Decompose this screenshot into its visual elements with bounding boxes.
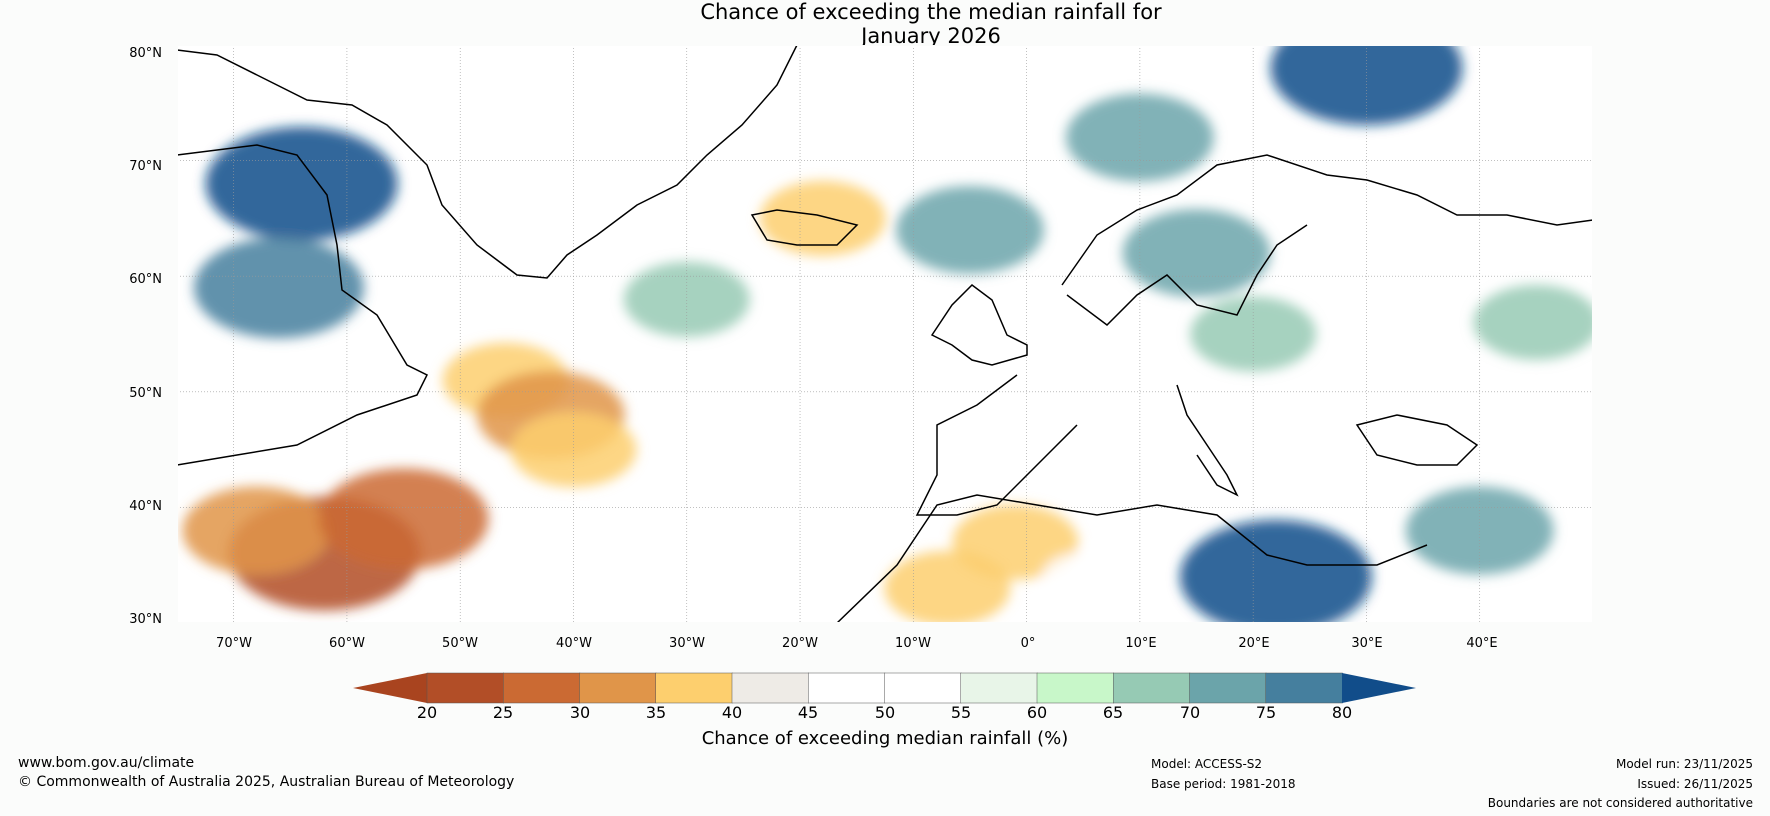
colorbar-segment (579, 672, 657, 704)
anomaly-region (1122, 209, 1271, 298)
north-africa-coast (836, 494, 1428, 623)
colorbar-segment (655, 672, 733, 704)
copyright-text: © Commonwealth of Australia 2025, Austra… (18, 774, 515, 790)
colorbar-label: Chance of exceeding median rainfall (%) (701, 728, 1069, 749)
anomaly-region (895, 185, 1044, 274)
colorbar-tick: 80 (1331, 703, 1353, 722)
anomaly-region (759, 180, 886, 256)
colorbar-tick: 55 (950, 703, 972, 722)
anomaly-region (1405, 486, 1554, 575)
title-line-1: Chance of exceeding the median rainfall … (700, 0, 1162, 24)
lon-label: 30°E (1351, 636, 1383, 651)
iceland-coast (750, 209, 859, 246)
lon-label: 0° (1020, 636, 1036, 651)
colorbar-segment (960, 672, 1038, 704)
colorbar-tick: 35 (645, 703, 667, 722)
colorbar (353, 672, 1416, 704)
map-title: Chance of exceeding the median rainfall … (0, 0, 1770, 48)
colorbar-tick: 25 (492, 703, 514, 722)
scandinavia-coast (1066, 224, 1308, 326)
colorbar-segment (884, 672, 962, 704)
colorbar-tick: 70 (1179, 703, 1201, 722)
model-name: Model: ACCESS-S2 (1151, 757, 1263, 771)
model-run-date: Model run: 23/11/2025 (1615, 757, 1753, 771)
europe-coast (1061, 154, 1593, 286)
colorbar-tick: 60 (1026, 703, 1048, 722)
lon-label: 40°E (1466, 636, 1498, 651)
anomaly-region (623, 261, 750, 337)
lon-label: 20°W (782, 636, 818, 651)
lat-label: 40°N (129, 499, 162, 514)
anomaly-region (182, 486, 331, 575)
iberia-coast (915, 374, 1078, 516)
anomaly-region (205, 126, 398, 241)
anomaly-region (1270, 45, 1463, 126)
anomaly-region (510, 412, 637, 488)
anomaly-region (702, 482, 785, 532)
lon-label: 60°W (329, 636, 365, 651)
colorbar-arrow-low (353, 673, 427, 703)
black-sea-coast (1355, 414, 1479, 466)
colorbar-tick: 50 (874, 703, 896, 722)
anomaly-region (1065, 93, 1214, 182)
canada-coast (177, 144, 429, 466)
coastlines (177, 45, 1593, 623)
lat-label: 80°N (129, 46, 162, 61)
anomaly-region (1473, 284, 1593, 360)
colorbar-tick: 20 (416, 703, 438, 722)
colorbar-segment (503, 672, 581, 704)
lon-label: 50°W (442, 636, 478, 651)
rainfall-map (177, 45, 1593, 623)
base-period: Base period: 1981-2018 (1151, 777, 1296, 791)
colorbar-tick: 75 (1255, 703, 1277, 722)
colorbar-segment (731, 672, 809, 704)
lon-label: 70°W (216, 636, 252, 651)
anomaly-region (884, 550, 1011, 623)
colorbar-segment (1113, 672, 1191, 704)
colorbar-tick: 30 (569, 703, 591, 722)
italy-coast (1176, 384, 1239, 497)
british-isles-coast (930, 284, 1028, 366)
colorbar-segment (1265, 672, 1343, 704)
colorbar-segment (426, 672, 504, 704)
greenland-coast (177, 45, 798, 279)
lon-label: 10°E (1125, 636, 1157, 651)
lat-label: 60°N (129, 272, 162, 287)
anomaly-region (318, 468, 489, 570)
lat-label: 70°N (129, 159, 162, 174)
boundaries-disclaimer: Boundaries are not considered authoritat… (1487, 796, 1753, 810)
issued-date: Issued: 26/11/2025 (1637, 777, 1753, 791)
anomaly-region (1179, 519, 1372, 623)
colorbar-tick: 40 (721, 703, 743, 722)
colorbar-tick: 65 (1102, 703, 1124, 722)
graticule (177, 45, 1593, 623)
colorbar-segment (808, 672, 886, 704)
lon-label: 30°W (669, 636, 705, 651)
anomaly-region (193, 237, 364, 339)
colorbar-arrow-high (1342, 673, 1416, 703)
colorbar-segment (1036, 672, 1114, 704)
lat-label: 50°N (129, 386, 162, 401)
colorbar-segment (1189, 672, 1267, 704)
lon-label: 20°E (1238, 636, 1270, 651)
anomaly-field (182, 45, 1593, 623)
colorbar-tick: 45 (797, 703, 819, 722)
lat-label: 30°N (129, 612, 162, 627)
anomaly-region (1042, 552, 1125, 602)
lon-label: 10°W (895, 636, 931, 651)
website-link[interactable]: www.bom.gov.au/climate (18, 755, 195, 771)
lon-label: 40°W (556, 636, 592, 651)
title-line-2: January 2026 (861, 24, 1001, 48)
